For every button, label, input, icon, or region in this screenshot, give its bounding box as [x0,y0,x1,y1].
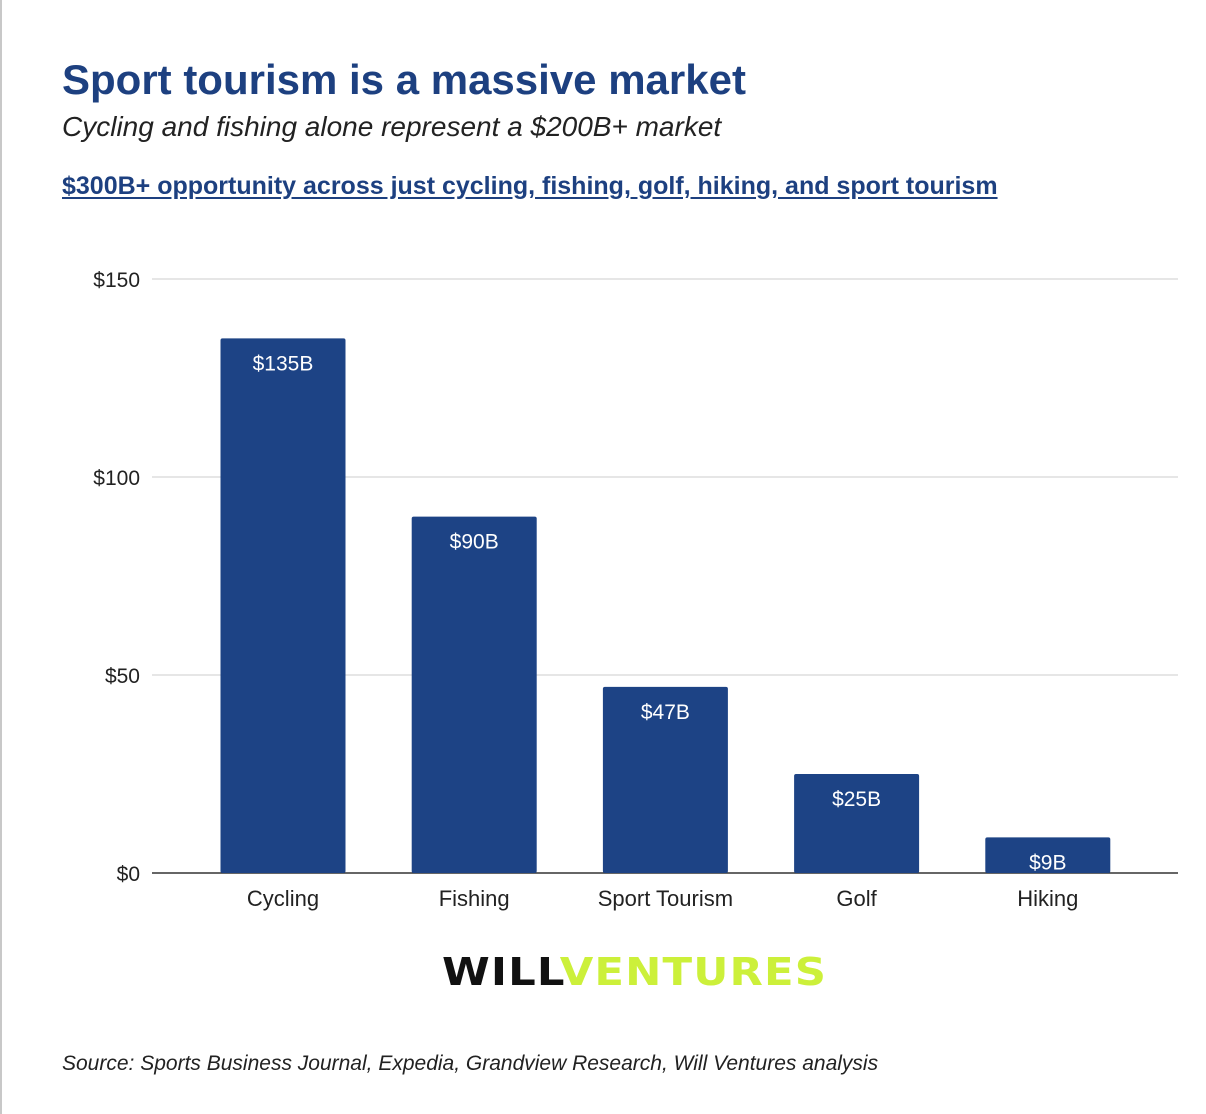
bar-data-label: $47B [641,701,690,724]
y-tick-label: $50 [105,665,140,688]
bar-cycling [220,338,346,873]
will-ventures-logo: WILLVENTURES [442,950,827,994]
bar-data-label: $9B [1029,851,1066,874]
page-title: Sport tourism is a massive market [62,56,746,103]
y-tick-label: $0 [117,863,140,886]
x-tick-label: Fishing [439,886,510,911]
x-tick-label: Golf [836,886,877,911]
x-tick-label: Cycling [247,886,319,911]
logo-ventures-text: VENTURES [559,950,828,994]
bar-data-label: $135B [253,352,314,375]
opportunity-link[interactable]: $300B+ opportunity across just cycling, … [62,172,998,200]
chart-labels: $0 $50 $100 $150 $135B Cycling $90B Fishing $47B… [93,269,1078,911]
page-subtitle: Cycling and fishing alone represent a $2… [62,111,722,142]
x-tick-label: Hiking [1017,886,1078,911]
bar-fishing [411,516,537,873]
bar-sport-tourism [602,686,728,873]
bar-golf [794,774,920,873]
bar-data-label: $25B [832,788,881,811]
x-tick-label: Sport Tourism [598,886,733,911]
bar-hiking [985,837,1111,873]
source-note: Source: Sports Business Journal, Expedia… [62,1052,879,1075]
y-tick-label: $150 [93,269,140,292]
bar-data-label: $90B [450,531,499,554]
chart-bars [220,338,1111,873]
logo-will-text: WILL [442,950,560,994]
page-left-border [0,0,2,1114]
y-tick-label: $100 [93,467,140,490]
